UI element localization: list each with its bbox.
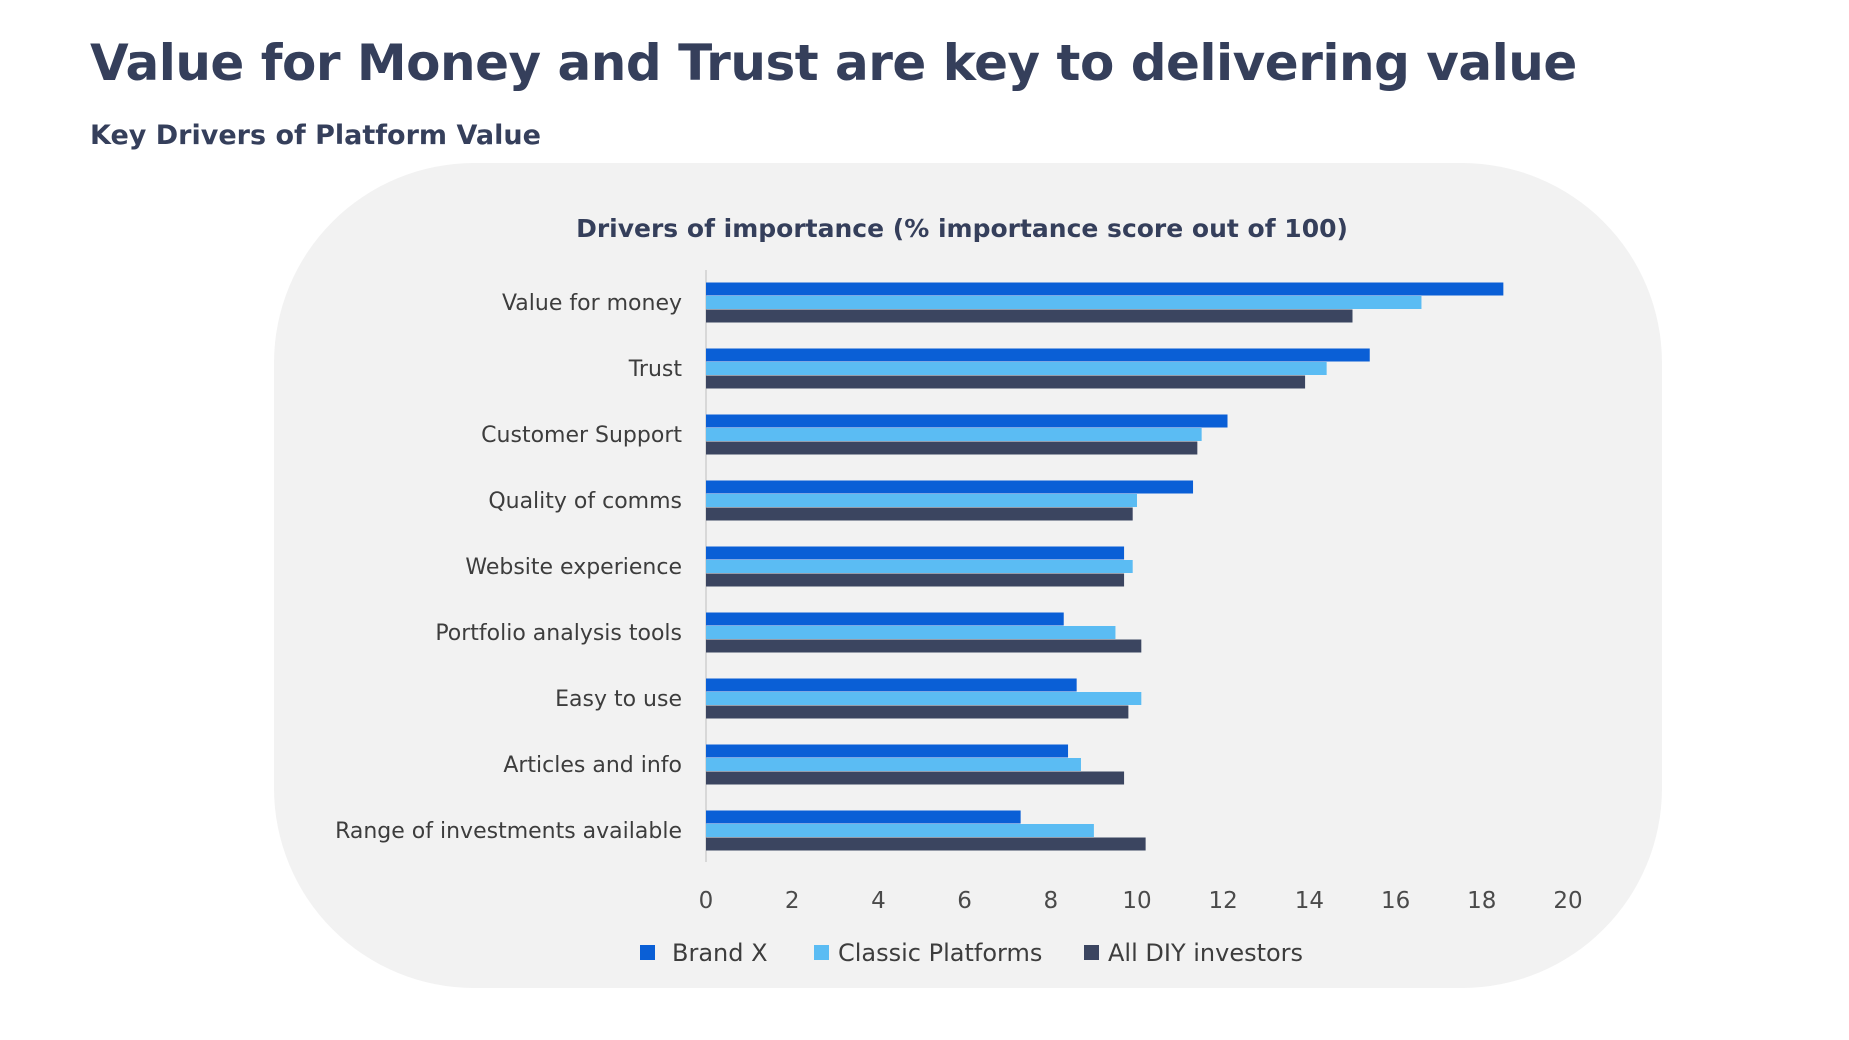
category-label: Value for money [502, 291, 682, 316]
bar-classic-platforms [706, 626, 1116, 639]
page-title: Value for Money and Trust are key to del… [90, 34, 1577, 92]
bar-all-diy-investors [706, 507, 1133, 521]
bar-brand-x [706, 546, 1125, 560]
bar-all-diy-investors [706, 705, 1129, 719]
bar-all-diy-investors [706, 441, 1198, 455]
category-label: Articles and info [503, 753, 682, 778]
page-subtitle: Key Drivers of Platform Value [90, 120, 541, 151]
bar-classic-platforms [706, 296, 1422, 309]
bar-all-diy-investors [706, 375, 1306, 389]
bar-classic-platforms [706, 428, 1202, 441]
x-tick-label: 4 [871, 888, 886, 914]
bar-brand-x [706, 678, 1077, 692]
bar-classic-platforms [706, 494, 1137, 507]
category-label: Portfolio analysis tools [435, 621, 682, 646]
legend: Brand X Classic Platforms All DIY investor… [640, 939, 1303, 967]
category-label: Trust [628, 357, 683, 382]
x-tick-label: 10 [1122, 888, 1151, 914]
x-tick-label: 0 [699, 888, 714, 914]
x-tick-label: 18 [1467, 888, 1496, 914]
legend-label: Brand X [672, 939, 768, 967]
x-tick-label: 2 [785, 888, 800, 914]
x-tick-label: 8 [1043, 888, 1058, 914]
bars-group [705, 270, 1504, 862]
bar-classic-platforms [706, 824, 1094, 837]
category-label: Website experience [465, 555, 682, 580]
x-tick-label: 12 [1209, 888, 1238, 914]
category-labels: Value for money Trust Customer Support Qual… [335, 291, 682, 844]
bar-brand-x [706, 612, 1064, 626]
bar-brand-x [706, 348, 1370, 362]
category-label: Range of investments available [335, 819, 682, 844]
category-label: Easy to use [555, 687, 682, 712]
legend-swatch [814, 945, 829, 960]
bar-all-diy-investors [706, 639, 1142, 653]
x-tick-label: 16 [1381, 888, 1410, 914]
x-tick-label: 14 [1295, 888, 1324, 914]
bar-brand-x [706, 744, 1069, 758]
category-label: Customer Support [481, 423, 682, 448]
bar-brand-x [706, 810, 1021, 824]
bar-all-diy-investors [706, 573, 1125, 587]
legend-label: All DIY investors [1108, 939, 1303, 967]
bar-brand-x [706, 480, 1194, 494]
legend-swatch [640, 945, 655, 960]
bar-all-diy-investors [706, 309, 1353, 323]
bar-brand-x [706, 414, 1228, 428]
x-axis-ticks: 0 2 4 6 8 10 12 14 16 18 20 [699, 888, 1583, 914]
category-label: Quality of comms [488, 489, 682, 514]
x-tick-label: 6 [957, 888, 972, 914]
legend-label: Classic Platforms [838, 939, 1042, 967]
bar-classic-platforms [706, 758, 1081, 771]
x-tick-label: 20 [1553, 888, 1582, 914]
bar-classic-platforms [706, 560, 1133, 573]
bar-classic-platforms [706, 362, 1327, 375]
bar-brand-x [706, 282, 1504, 296]
bar-classic-platforms [706, 692, 1142, 705]
bar-all-diy-investors [706, 837, 1146, 851]
chart-title: Drivers of importance (% importance scor… [576, 214, 1348, 243]
bar-all-diy-investors [706, 771, 1125, 785]
legend-swatch [1084, 945, 1099, 960]
